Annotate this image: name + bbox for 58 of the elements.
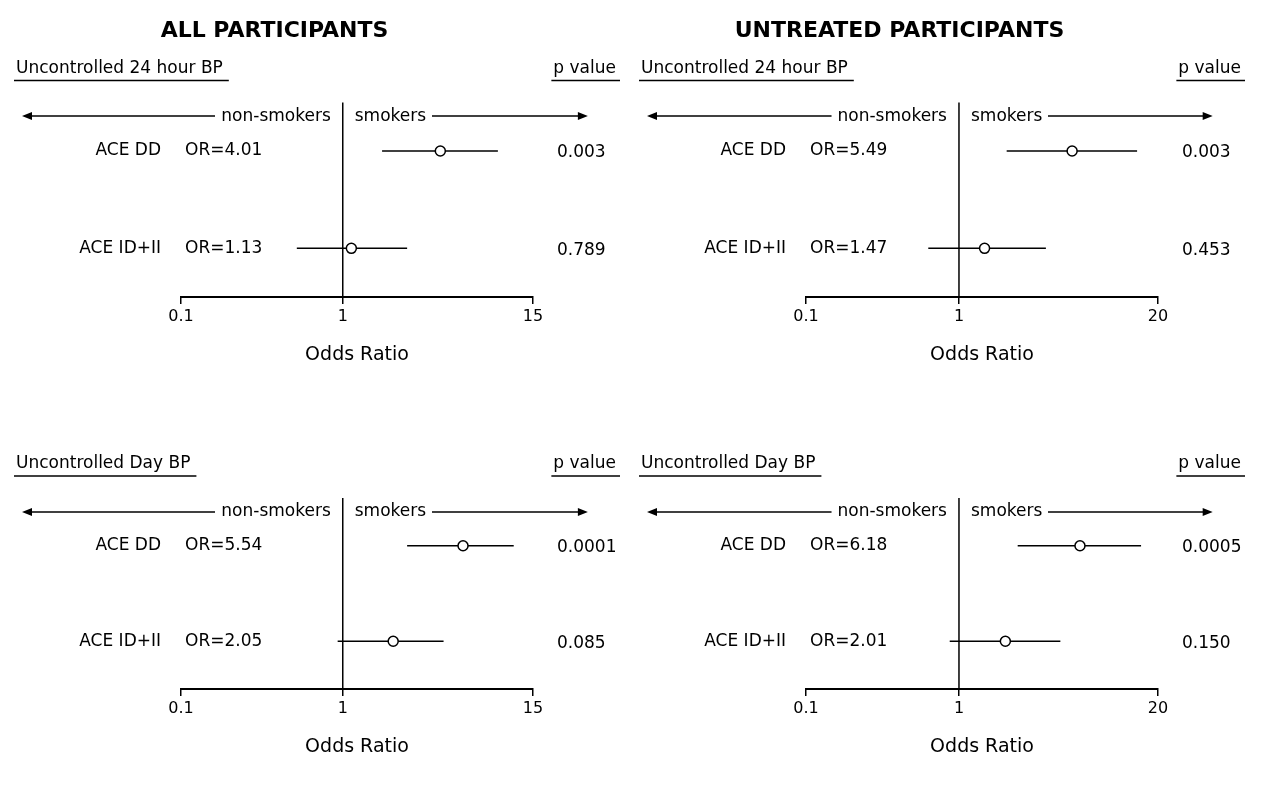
annotation: OR=1.13 — [185, 236, 263, 257]
x-axis-title: Odds Ratio — [930, 341, 1034, 364]
annotation: OR=2.01 — [810, 629, 888, 650]
chart-title: UNTREATED PARTICIPANTS — [734, 16, 1065, 42]
x-axis-title: Odds Ratio — [305, 341, 409, 364]
annotation: OR=5.49 — [810, 139, 888, 160]
text: 0.003 — [1182, 141, 1231, 162]
annotation: OR=1.47 — [810, 236, 888, 257]
text: 0.789 — [557, 238, 606, 259]
annotation: non-smokers — [221, 104, 331, 125]
text: p value — [553, 56, 616, 77]
x-tick-label: 20 — [1147, 697, 1169, 717]
text: 0.0001 — [557, 536, 617, 557]
annotation: non-smokers — [837, 104, 948, 125]
text: 0.453 — [1182, 238, 1231, 259]
y-tick-label: ACE ID+II — [704, 629, 786, 650]
y-tick-label: ACE DD — [720, 139, 786, 160]
chart-subtitle: Uncontrolled 24 hour BP — [641, 56, 848, 77]
x-tick-label: 0.1 — [168, 697, 194, 717]
y-tick-label: ACE ID+II — [79, 236, 161, 257]
annotation: non-smokers — [221, 500, 331, 521]
x-tick-label: 15 — [522, 697, 544, 717]
x-tick-label: 20 — [1147, 305, 1169, 325]
annotation: OR=2.05 — [185, 629, 263, 650]
chart-subtitle: Uncontrolled 24 hour BP — [16, 56, 223, 77]
y-tick-label: ACE DD — [95, 534, 161, 555]
x-tick-label: 1 — [337, 305, 348, 325]
text: 0.085 — [557, 631, 606, 652]
annotation: OR=6.18 — [810, 534, 888, 555]
annotation: OR=5.54 — [185, 534, 263, 555]
x-tick-label: 1 — [953, 697, 965, 717]
chart-subtitle: Uncontrolled Day BP — [16, 452, 191, 473]
x-tick-label: 0.1 — [168, 305, 194, 325]
x-axis-title: Odds Ratio — [930, 733, 1034, 756]
annotation: smokers — [354, 500, 427, 521]
annotation: smokers — [354, 104, 427, 125]
x-axis-title: Odds Ratio — [305, 733, 409, 756]
x-tick-label: 1 — [337, 697, 348, 717]
y-tick-label: ACE DD — [95, 139, 161, 160]
text: 0.003 — [557, 141, 606, 162]
text: 0.0005 — [1182, 536, 1242, 557]
x-tick-label: 0.1 — [793, 697, 819, 717]
text: p value — [1178, 56, 1241, 77]
x-tick-label: 1 — [953, 305, 965, 325]
text: 0.150 — [1182, 631, 1231, 652]
annotation: OR=4.01 — [185, 139, 263, 160]
chart-subtitle: Uncontrolled Day BP — [641, 452, 816, 473]
x-tick-label: 0.1 — [793, 305, 819, 325]
y-tick-label: ACE ID+II — [79, 629, 161, 650]
annotation: smokers — [970, 500, 1043, 521]
y-tick-label: ACE DD — [720, 534, 786, 555]
y-tick-label: ACE ID+II — [704, 236, 786, 257]
annotation: smokers — [970, 104, 1043, 125]
chart-title: ALL PARTICIPANTS — [160, 16, 389, 42]
annotation: non-smokers — [837, 500, 948, 521]
x-tick-label: 15 — [522, 305, 544, 325]
text: p value — [553, 452, 616, 473]
text: p value — [1178, 452, 1241, 473]
